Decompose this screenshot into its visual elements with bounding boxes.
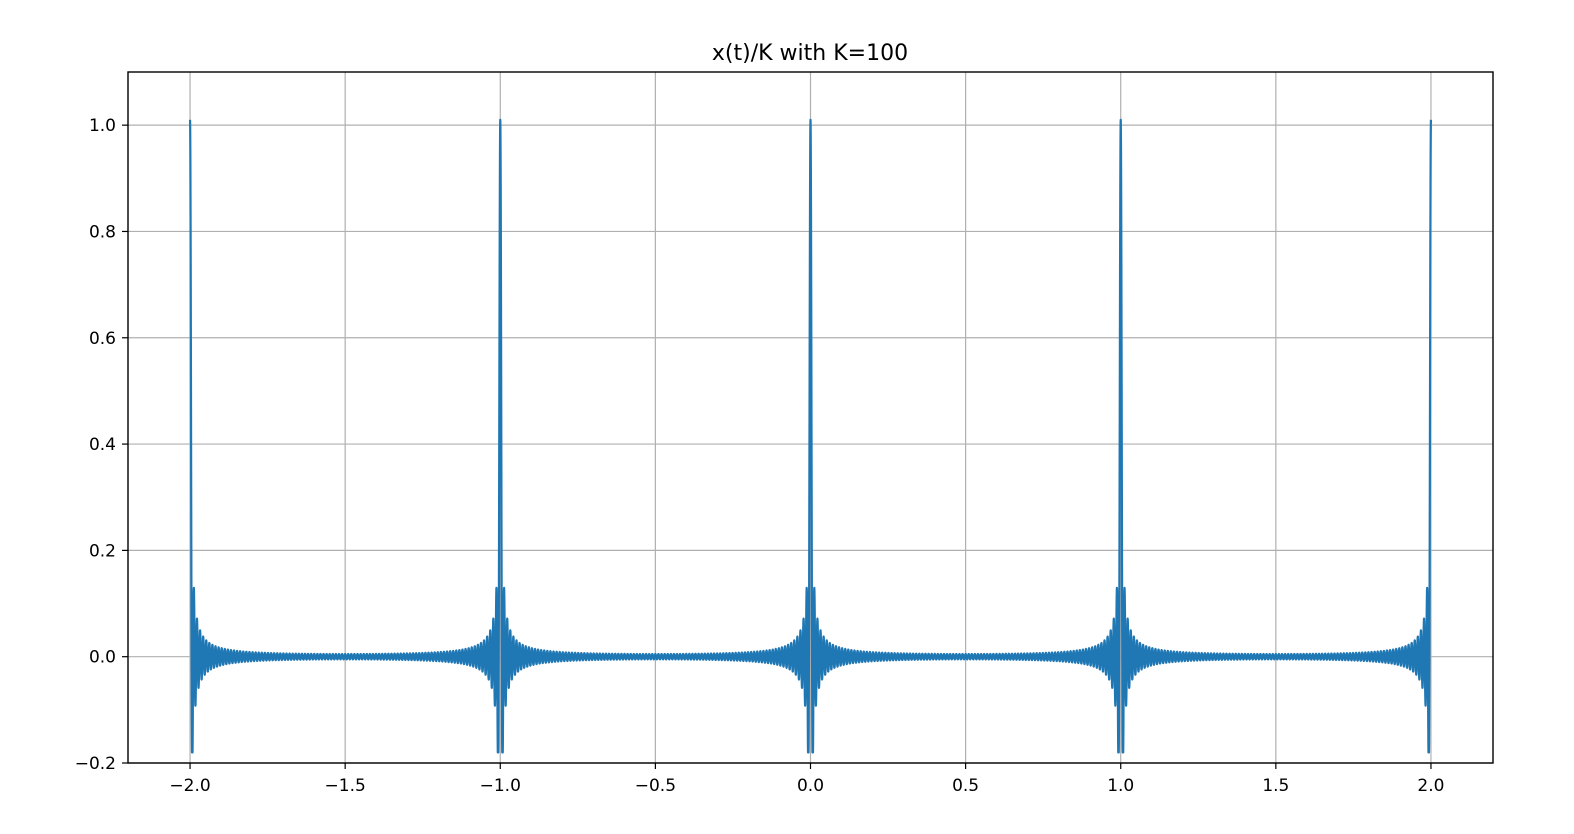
x-tick-label: 2.0 bbox=[1417, 776, 1444, 796]
y-tick-label: 0.4 bbox=[89, 435, 116, 455]
y-tick-label: 0.0 bbox=[89, 648, 116, 668]
x-tick-label: −0.5 bbox=[635, 776, 676, 796]
y-tick-label: −0.2 bbox=[75, 754, 116, 774]
plot-area bbox=[188, 118, 1433, 754]
x-tick-label: −1.5 bbox=[325, 776, 366, 796]
axes: −2.0 −1.5 −1.0 −0.5 0.0 0.5 1.0 1.5 2.0 −0.2 0.0 0.… bbox=[75, 71, 1494, 796]
x-tick-label: −2.0 bbox=[169, 776, 210, 796]
y-tick-label: 0.8 bbox=[89, 222, 116, 242]
x-tick-label: 1.0 bbox=[1107, 776, 1134, 796]
y-tick-label: 1.0 bbox=[89, 116, 116, 136]
x-tick-label: −1.0 bbox=[480, 776, 521, 796]
y-tick-label: 0.2 bbox=[89, 541, 116, 561]
x-tick-label: 0.5 bbox=[952, 776, 979, 796]
series-line bbox=[188, 118, 1433, 754]
y-tick-label: 0.6 bbox=[89, 329, 116, 349]
x-tick-label: 0.0 bbox=[797, 776, 824, 796]
chart-title: x(t)/K with K=100 bbox=[712, 41, 908, 66]
x-tick-label: 1.5 bbox=[1262, 776, 1289, 796]
